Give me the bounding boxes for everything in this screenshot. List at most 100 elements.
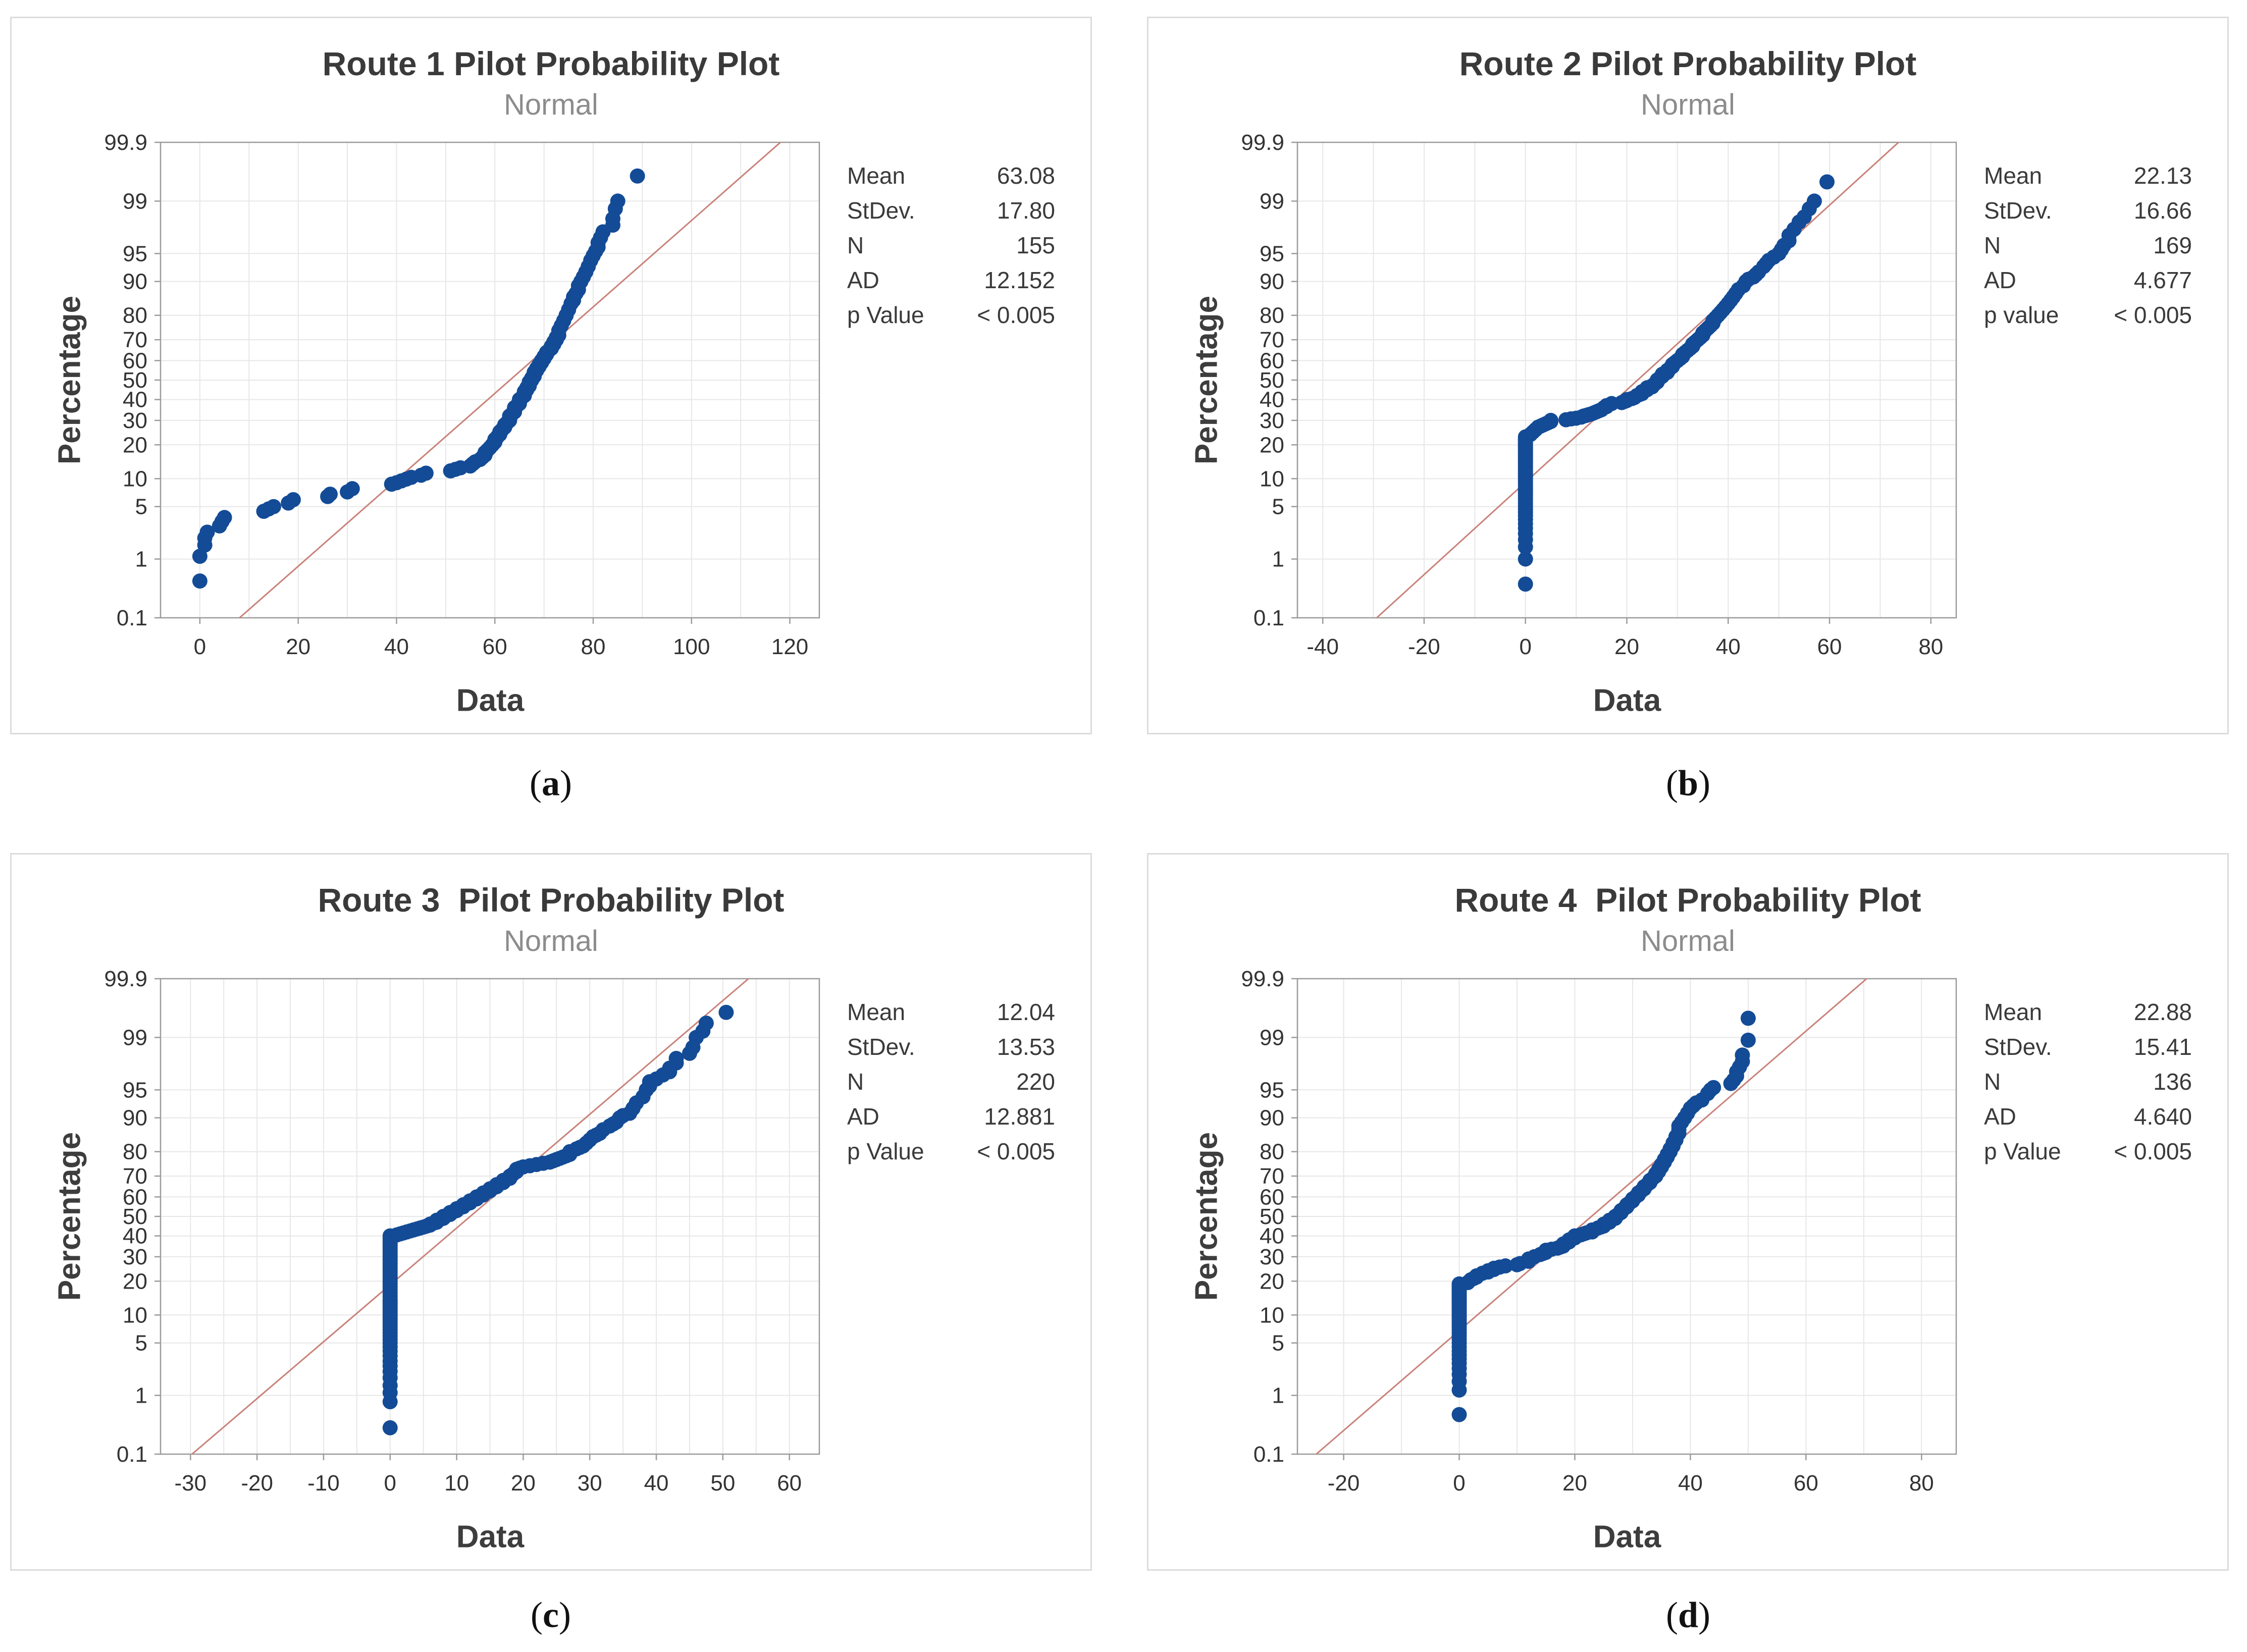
stat-row-pvalue: p Value < 0.005: [847, 298, 1055, 333]
svg-text:0: 0: [194, 634, 206, 659]
caption-letter: d: [1678, 1594, 1699, 1635]
stat-label: N: [847, 232, 864, 258]
stat-label: Mean: [847, 999, 906, 1025]
svg-text:0: 0: [384, 1471, 396, 1496]
svg-text:5: 5: [135, 495, 147, 519]
plot-subtitle: Normal: [1641, 925, 1735, 957]
svg-text:99: 99: [1260, 1025, 1284, 1050]
stat-row-ad: AD 4.640: [1984, 1099, 2192, 1134]
svg-text:1: 1: [1272, 547, 1284, 572]
svg-text:120: 120: [771, 634, 808, 659]
caption-d: (d): [1666, 1594, 1710, 1636]
stat-label: StDev.: [847, 197, 915, 224]
stat-value: 169: [2153, 232, 2192, 258]
svg-text:40: 40: [1678, 1471, 1703, 1496]
stat-row-stdev: StDev. 15.41: [1984, 1030, 2192, 1064]
caption-letter: b: [1678, 763, 1699, 804]
stat-value: 63.08: [997, 163, 1055, 189]
svg-text:80: 80: [123, 303, 147, 328]
svg-text:99.9: 99.9: [104, 967, 147, 991]
plot-title: Route 3 Pilot Probability Plot: [318, 881, 785, 919]
svg-text:99.9: 99.9: [104, 130, 147, 155]
stats-legend: Mean 12.04 StDev. 13.53 N 220 AD 12.881 p Va…: [847, 995, 1055, 1169]
svg-text:99: 99: [1260, 189, 1284, 214]
x-axis-label: Data: [1593, 683, 1661, 718]
svg-text:40: 40: [1260, 388, 1284, 412]
svg-text:5: 5: [1272, 1331, 1284, 1356]
svg-text:0.1: 0.1: [117, 1442, 147, 1467]
svg-text:30: 30: [1260, 1245, 1284, 1269]
svg-text:10: 10: [123, 466, 147, 491]
svg-text:30: 30: [123, 408, 147, 433]
x-axis-label: Data: [456, 1519, 525, 1555]
svg-text:1: 1: [1272, 1383, 1284, 1408]
svg-text:10: 10: [123, 1303, 147, 1327]
stat-label: N: [847, 1069, 864, 1095]
stat-label: StDev.: [1984, 1034, 2052, 1060]
svg-text:80: 80: [123, 1140, 147, 1164]
panel-route-2: Route 2 Pilot Probability Plot Normal 99…: [1147, 17, 2229, 734]
panel-route-4: Route 4 Pilot Probability Plot Normal 99…: [1147, 853, 2229, 1571]
svg-text:90: 90: [1260, 1106, 1284, 1131]
stat-label: StDev.: [847, 1034, 915, 1060]
svg-text:10: 10: [1260, 466, 1284, 491]
stat-label: Mean: [1984, 163, 2043, 189]
svg-text:20: 20: [1562, 1471, 1587, 1496]
stats-legend: Mean 63.08 StDev. 17.80 N 155 AD 12.152 p Va…: [847, 158, 1055, 333]
plot-title: Route 2 Pilot Probability Plot: [1459, 45, 1917, 82]
stat-value: 15.41: [2133, 1034, 2192, 1060]
stat-value: < 0.005: [977, 1138, 1055, 1164]
svg-text:50: 50: [123, 368, 147, 393]
svg-text:95: 95: [123, 1078, 147, 1102]
svg-text:70: 70: [1260, 328, 1284, 352]
stat-row-mean: Mean 12.04: [847, 995, 1055, 1030]
svg-text:60: 60: [1260, 348, 1284, 373]
svg-text:60: 60: [483, 634, 507, 659]
svg-text:30: 30: [578, 1471, 602, 1496]
plot-title: Route 4 Pilot Probability Plot: [1454, 881, 1921, 919]
svg-text:99.9: 99.9: [1241, 130, 1284, 155]
svg-text:99: 99: [123, 1025, 147, 1050]
x-axis-label: Data: [1593, 1519, 1661, 1555]
svg-text:1: 1: [135, 547, 147, 572]
svg-text:-40: -40: [1307, 634, 1339, 659]
svg-text:70: 70: [123, 328, 147, 352]
svg-text:95: 95: [1260, 241, 1284, 266]
stat-value: 22.13: [2133, 163, 2192, 189]
stat-row-stdev: StDev. 16.66: [1984, 193, 2192, 228]
svg-text:-20: -20: [241, 1471, 273, 1496]
svg-text:40: 40: [123, 1224, 147, 1249]
stat-label: Mean: [1984, 999, 2043, 1025]
svg-text:60: 60: [123, 1185, 147, 1209]
plot-subtitle: Normal: [504, 925, 598, 957]
stat-row-ad: AD 4.677: [1984, 263, 2192, 298]
panel-route-3: Route 3 Pilot Probability Plot Normal 99…: [10, 853, 1092, 1571]
svg-text:50: 50: [123, 1204, 147, 1229]
caption-paren: (: [1665, 1594, 1678, 1635]
caption-paren: (: [1665, 763, 1678, 804]
stat-label: AD: [847, 267, 879, 293]
svg-text:-10: -10: [307, 1471, 340, 1496]
svg-text:40: 40: [1260, 1224, 1284, 1249]
caption-paren: ): [1698, 763, 1711, 804]
stat-value: 220: [1016, 1069, 1055, 1095]
stats-legend: Mean 22.13 StDev. 16.66 N 169 AD 4.677 p val…: [1984, 158, 2192, 333]
stats-legend: Mean 22.88 StDev. 15.41 N 136 AD 4.640 p Val…: [1984, 995, 2192, 1169]
svg-text:60: 60: [1794, 1471, 1818, 1496]
svg-text:80: 80: [581, 634, 606, 659]
caption-letter: a: [542, 763, 560, 804]
svg-text:-30: -30: [175, 1471, 207, 1496]
svg-text:20: 20: [123, 1269, 147, 1294]
stat-label: AD: [847, 1103, 879, 1130]
caption-paren: ): [560, 763, 572, 804]
caption-paren: ): [558, 1594, 571, 1635]
stat-value: 17.80: [997, 197, 1055, 224]
svg-text:50: 50: [1260, 1204, 1284, 1229]
svg-text:80: 80: [1909, 1471, 1934, 1496]
stat-value: 16.66: [2133, 197, 2192, 224]
stat-value: 13.53: [997, 1034, 1055, 1060]
plot-title: Route 1 Pilot Probability Plot: [322, 45, 780, 82]
